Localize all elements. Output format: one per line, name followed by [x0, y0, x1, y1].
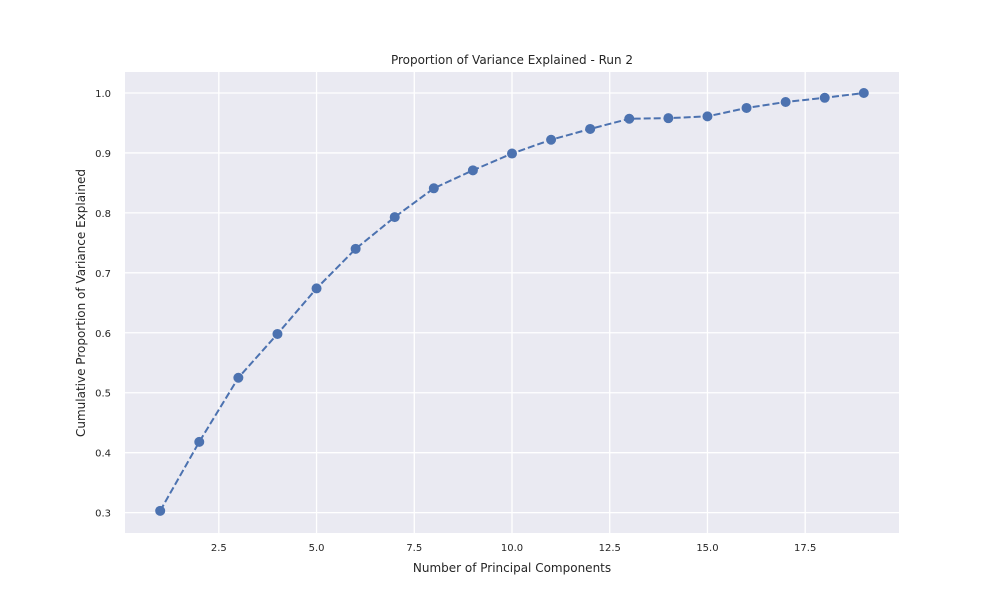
data-point — [819, 92, 830, 103]
data-point — [467, 165, 478, 176]
data-point — [194, 436, 205, 447]
x-tick-label: 12.5 — [599, 543, 621, 554]
y-tick-label: 1.0 — [95, 89, 111, 100]
x-tick-label: 15.0 — [696, 543, 718, 554]
data-point — [741, 102, 752, 113]
y-tick-label: 0.9 — [95, 149, 111, 160]
data-point — [858, 87, 869, 98]
x-tick-label: 17.5 — [794, 543, 816, 554]
y-tick-labels: 0.3 0.4 0.5 0.6 0.7 0.8 0.9 1.0 — [95, 89, 111, 520]
y-tick-label: 0.8 — [95, 209, 111, 220]
y-tick-label: 0.7 — [95, 269, 111, 280]
data-point — [311, 283, 322, 294]
x-axis-label: Number of Principal Components — [413, 561, 611, 575]
x-tick-labels: 2.5 5.0 7.5 10.0 12.5 15.0 17.5 — [211, 543, 816, 554]
data-point — [546, 134, 557, 145]
y-tick-label: 0.5 — [95, 389, 111, 400]
data-point — [272, 328, 283, 339]
y-tick-label: 0.4 — [95, 449, 111, 460]
data-point — [663, 113, 674, 124]
x-tick-label: 2.5 — [211, 543, 227, 554]
data-point — [624, 113, 635, 124]
x-tick-label: 10.0 — [501, 543, 523, 554]
data-point — [780, 96, 791, 107]
y-tick-label: 0.3 — [95, 509, 111, 520]
data-point — [389, 212, 400, 223]
data-point — [155, 505, 166, 516]
data-point — [585, 123, 596, 134]
chart-title: Proportion of Variance Explained - Run 2 — [391, 53, 633, 67]
x-tick-label: 5.0 — [309, 543, 325, 554]
y-axis-label: Cumulative Proportion of Variance Explai… — [74, 169, 88, 437]
data-point — [350, 243, 361, 254]
data-point — [507, 148, 517, 159]
data-point — [702, 111, 713, 122]
data-point — [233, 372, 244, 383]
data-point — [428, 183, 439, 194]
x-tick-label: 7.5 — [406, 543, 422, 554]
y-tick-label: 0.6 — [95, 329, 111, 340]
series-layer — [155, 87, 869, 516]
